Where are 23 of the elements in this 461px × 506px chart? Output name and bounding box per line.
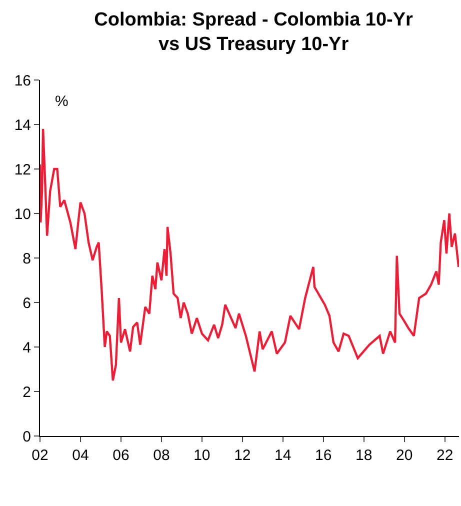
x-tick-label: 10 xyxy=(194,447,210,464)
y-tick-label: 2 xyxy=(22,384,31,401)
y-tick-label: 4 xyxy=(22,339,31,356)
line-series xyxy=(40,128,459,382)
x-tick-label: 22 xyxy=(436,447,454,464)
x-tick-label: 06 xyxy=(112,447,130,464)
chart-title: Colombia: Spread - Colombia 10-Yr vs US Treasury 10-Yr xyxy=(94,9,414,55)
y-tick-label: 8 xyxy=(22,250,31,268)
x-tick-label: 04 xyxy=(72,447,89,464)
y-tick-label: 12 xyxy=(14,161,31,178)
y-tick-label: 14 xyxy=(14,116,31,134)
y-tick-label: 6 xyxy=(22,294,31,312)
y-tick-label: 0 xyxy=(22,428,31,446)
y-tick-label: 10 xyxy=(14,206,31,223)
annotation: % xyxy=(55,93,68,110)
x-tick-label: 18 xyxy=(356,447,372,464)
x-tick-label: 14 xyxy=(274,447,292,464)
y-tick-label: 16 xyxy=(14,72,31,90)
x-tick-label: 02 xyxy=(32,447,48,464)
x-tick-label: 08 xyxy=(153,447,170,464)
x-tick-label: 20 xyxy=(396,447,413,464)
x-tick-label: 12 xyxy=(234,447,251,464)
x-tick-label: 16 xyxy=(315,447,332,464)
